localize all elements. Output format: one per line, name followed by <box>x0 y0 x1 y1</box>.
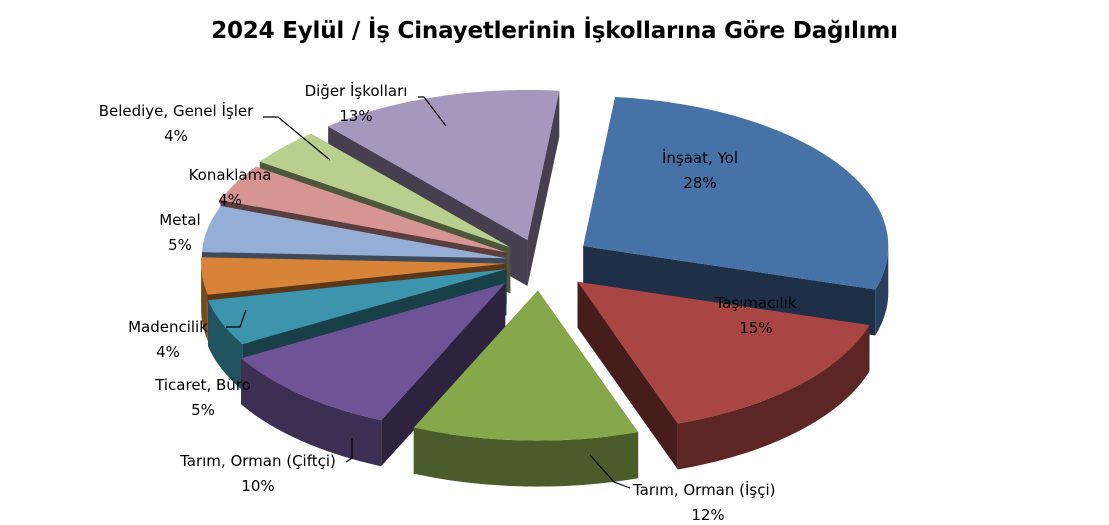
pie-slice-top <box>201 257 507 295</box>
slice-label-percent: 12% <box>691 506 724 524</box>
slice-label-percent: 4% <box>218 191 242 209</box>
pie-slice-edge <box>875 246 889 336</box>
slice-label-percent: 28% <box>683 174 716 192</box>
slice-label-name: İnşaat, Yol <box>662 148 738 167</box>
slice-label-name: Tarım, Orman (İşçi) <box>632 480 776 499</box>
pie-slices <box>201 89 889 487</box>
pie-slice <box>241 283 506 467</box>
pie-labels: İnşaat, Yol 28% Taşımacılık 15% Tarım, Orman… <box>99 81 797 524</box>
pie-slice-edge <box>677 325 870 470</box>
slice-label-percent: 10% <box>241 477 274 495</box>
leader-line <box>226 309 247 328</box>
pie-slice-top <box>328 89 560 240</box>
slice-label-percent: 5% <box>168 236 192 254</box>
leader-line <box>418 96 447 127</box>
leader-line <box>263 116 331 161</box>
slice-label-name: Taşımacılık <box>714 294 796 312</box>
slice-label-percent: 5% <box>191 401 215 419</box>
pie-slice-top <box>583 96 889 290</box>
pie-slice-top <box>413 290 639 441</box>
chart-title: 2024 Eylül / İş Cinayetlerinin İşkolları… <box>211 18 898 44</box>
pie-slice <box>577 281 870 470</box>
leader-line <box>589 454 631 489</box>
slice-label-name: Metal <box>159 211 200 229</box>
slice-label-name: Diğer İşkolları <box>305 81 408 100</box>
pie-slice-wall <box>527 90 560 286</box>
pie-slice-top <box>220 166 507 253</box>
pie-slice-top <box>208 269 507 345</box>
pie-slice <box>413 290 639 487</box>
pie-slice-top <box>577 281 870 424</box>
pie-slice-edge <box>201 263 208 341</box>
slice-label-name: Ticaret, Büro <box>154 376 251 394</box>
slice-label-name: Belediye, Genel İşler <box>99 101 254 120</box>
slice-label-percent: 15% <box>739 319 772 337</box>
pie-slice <box>583 96 889 336</box>
slice-label-name: Konaklama <box>189 166 272 184</box>
slice-label-name: Tarım, Orman (Çiftçi) <box>179 452 336 470</box>
pie-slice-wall <box>577 281 678 470</box>
slice-label-percent: 4% <box>156 343 180 361</box>
slice-label-name: Madencilik <box>128 318 208 336</box>
pie-slice-edge <box>241 358 382 467</box>
pie-slice-top <box>259 133 511 248</box>
pie-slice-top <box>201 206 507 259</box>
pie-slice-edge <box>208 300 243 391</box>
pie-slice-wall <box>583 246 876 336</box>
slice-label-percent: 4% <box>164 127 188 145</box>
slice-label-percent: 13% <box>339 107 372 125</box>
pie-slice-top <box>241 283 506 421</box>
leader-line <box>345 438 353 463</box>
pie-slice-edge <box>413 427 639 487</box>
